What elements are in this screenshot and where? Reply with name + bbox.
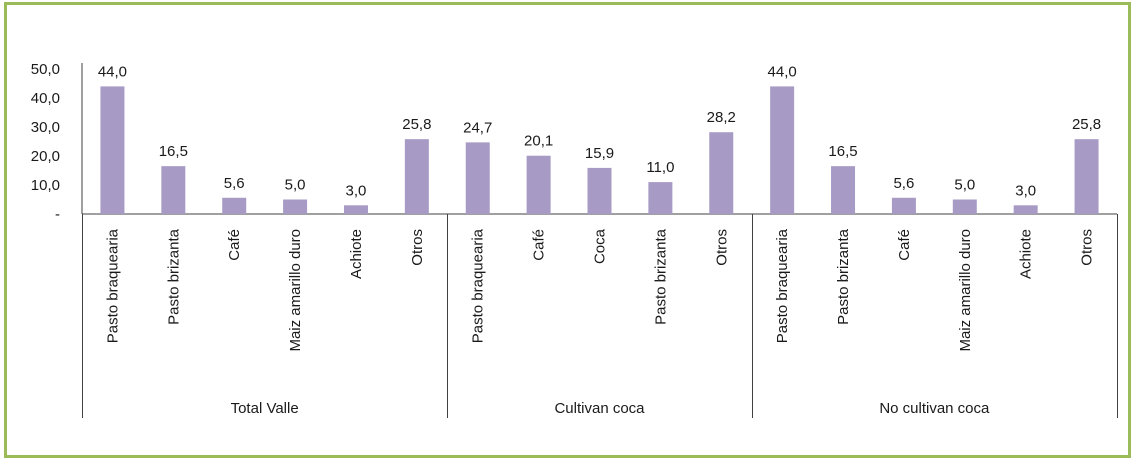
x-tick-label: Pasto braquearia — [774, 228, 791, 343]
y-tick-label: 10,0 — [31, 177, 60, 194]
data-label: 5,0 — [954, 177, 975, 194]
data-label: 28,2 — [707, 109, 736, 126]
bar — [587, 167, 612, 214]
group-label: Cultivan coca — [554, 400, 645, 417]
data-label: 16,5 — [159, 143, 188, 160]
data-label: 3,0 — [1015, 182, 1036, 199]
x-tick-label: Pasto brizanta — [652, 228, 669, 325]
data-label: 3,0 — [346, 182, 367, 199]
data-label: 24,7 — [463, 119, 492, 136]
x-tick-label: Coca — [592, 228, 609, 264]
chart-frame — [4, 2, 1131, 458]
x-tick-label: Pasto braquearia — [104, 228, 121, 343]
bar — [709, 132, 734, 214]
data-label: 5,6 — [224, 175, 245, 192]
bar — [283, 199, 308, 214]
bar — [891, 197, 916, 214]
x-tick-label: Achiote — [348, 229, 365, 279]
y-tick-label: - — [55, 206, 60, 223]
x-tick-label: Achiote — [1018, 229, 1035, 279]
bar — [831, 166, 856, 214]
bar — [100, 86, 125, 214]
y-tick-label: 50,0 — [31, 61, 60, 78]
bar — [1074, 139, 1099, 214]
data-label: 20,1 — [524, 133, 553, 150]
bar — [404, 139, 429, 214]
x-tick-label: Otros — [713, 229, 730, 266]
data-label: 5,0 — [285, 177, 306, 194]
data-label: 5,6 — [893, 175, 914, 192]
y-tick-label: 40,0 — [31, 90, 60, 107]
x-tick-label: Pasto braquearia — [470, 228, 487, 343]
x-tick-label: Café — [896, 229, 913, 261]
group-label: No cultivan coca — [879, 400, 990, 417]
x-tick-label: Otros — [409, 229, 426, 266]
data-label: 11,0 — [646, 159, 674, 176]
bar — [526, 155, 551, 214]
x-tick-label: Maiz amarillo duro — [957, 229, 974, 352]
x-tick-label: Café — [226, 229, 243, 261]
x-tick-label: Pasto brizanta — [835, 228, 852, 325]
data-label: 15,9 — [585, 145, 614, 162]
bar — [1013, 205, 1038, 214]
bar — [952, 199, 977, 214]
bar — [161, 166, 186, 214]
x-tick-label: Maiz amarillo duro — [287, 229, 304, 352]
y-tick-label: 20,0 — [31, 148, 60, 165]
x-tick-label: Otros — [1079, 229, 1096, 266]
data-label: 16,5 — [828, 143, 857, 160]
data-label: 25,8 — [1072, 116, 1101, 133]
data-label: 25,8 — [402, 116, 431, 133]
data-label: 44,0 — [98, 63, 127, 80]
bar — [222, 197, 247, 214]
group-label: Total Valle — [231, 400, 299, 417]
x-tick-label: Pasto brizanta — [165, 228, 182, 325]
x-tick-label: Café — [531, 229, 548, 261]
bar — [648, 182, 673, 214]
y-tick-label: 30,0 — [31, 119, 60, 136]
bar — [465, 142, 490, 214]
bar — [343, 205, 368, 214]
bar — [770, 86, 795, 214]
data-label: 44,0 — [768, 63, 797, 80]
